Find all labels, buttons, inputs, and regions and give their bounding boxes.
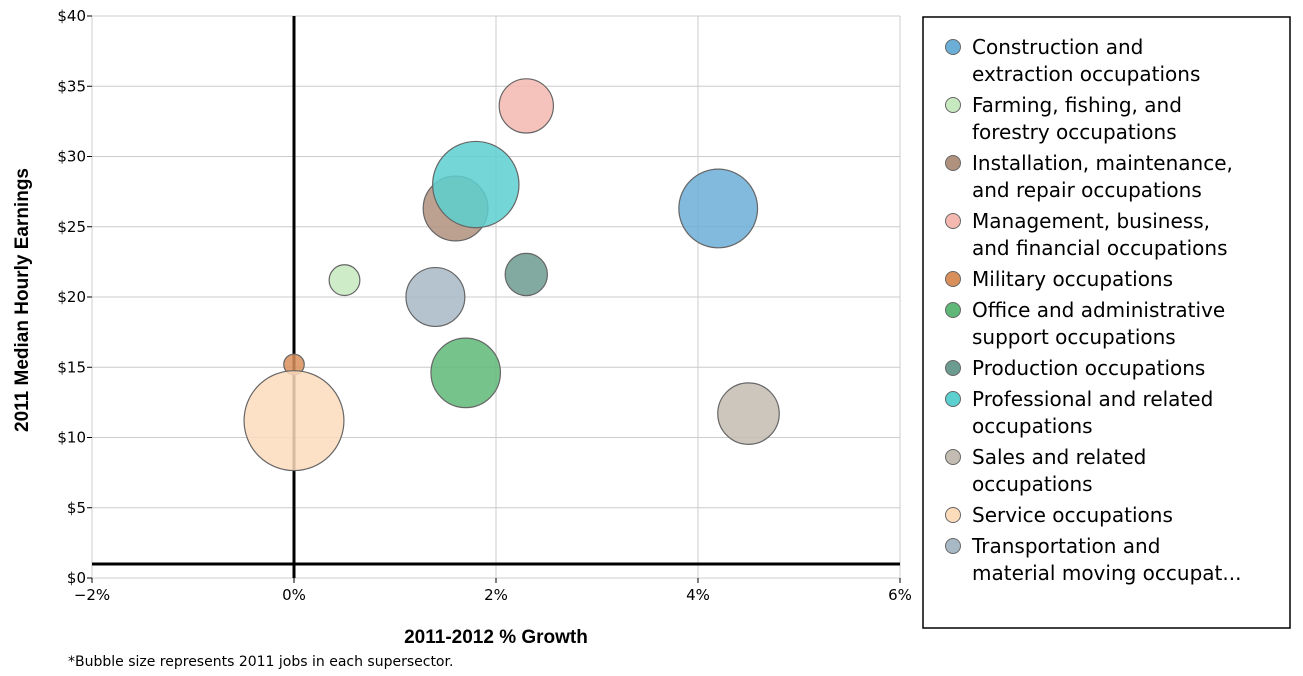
legend-label: Farming, fishing, and (972, 93, 1182, 117)
legend-label: Installation, maintenance, (972, 151, 1233, 175)
legend-swatch (945, 39, 961, 55)
legend-swatch (945, 155, 961, 171)
x-axis-title: 2011-2012 % Growth (404, 627, 588, 648)
y-tick-label: $30 (57, 148, 86, 166)
x-tick-label: 4% (686, 586, 710, 604)
legend-label: Service occupations (972, 503, 1173, 527)
legend-swatch (945, 213, 961, 229)
bubble-point[interactable] (717, 382, 780, 445)
legend-label: Professional and related (972, 387, 1213, 411)
bubble-point[interactable] (430, 337, 502, 409)
bubble-point[interactable] (498, 78, 555, 134)
x-tick-label: 6% (888, 586, 912, 604)
y-axis-title: 2011 Median Hourly Earnings (12, 168, 33, 432)
x-tick-label: 0% (282, 586, 306, 604)
legend-label: forestry occupations (972, 120, 1177, 144)
y-tick-label: $40 (57, 7, 86, 25)
legend-label: Sales and related (972, 445, 1146, 469)
legend-label: occupations (972, 472, 1093, 496)
bubble-point[interactable] (504, 252, 549, 297)
legend-swatch (945, 538, 961, 554)
bubble-point[interactable] (678, 168, 759, 249)
y-tick-label: $15 (57, 358, 86, 376)
legend-label: and repair occupations (972, 178, 1202, 202)
legend-label: Construction and (972, 35, 1143, 59)
y-tick-label: $20 (57, 288, 86, 306)
x-axis-ticks: −2% 0% 2% 4% 6% (74, 578, 912, 604)
legend-label: support occupations (972, 325, 1176, 349)
legend-box (922, 16, 1291, 629)
bubble-point[interactable] (328, 264, 361, 297)
bubble-point[interactable] (243, 370, 345, 472)
legend-swatch (945, 507, 961, 523)
legend-label: Management, business, (972, 209, 1210, 233)
legend-label: Military occupations (972, 267, 1173, 291)
y-tick-label: $35 (57, 77, 86, 95)
y-axis-ticks: $0 $5 $10 $15 $20 $25 $30 $35 $40 (57, 7, 92, 587)
bubbles (243, 78, 780, 472)
legend-label: Transportation and (971, 534, 1160, 558)
x-tick-label: 2% (484, 586, 508, 604)
legend-label: and financial occupations (972, 236, 1228, 260)
legend: Construction and extraction occupations Fa… (945, 35, 1241, 585)
y-tick-label: $25 (57, 218, 86, 236)
legend-swatch (945, 302, 961, 318)
gridlines (91, 15, 901, 579)
legend-label: Production occupations (972, 356, 1205, 380)
reference-lines (92, 16, 900, 578)
legend-swatch (945, 391, 961, 407)
y-tick-label: $0 (67, 569, 86, 587)
bubble-point[interactable] (432, 140, 520, 229)
legend-label: Office and administrative (972, 298, 1225, 322)
legend-swatch (945, 97, 961, 113)
bubble-point[interactable] (405, 266, 466, 328)
legend-swatch (945, 449, 961, 465)
bubble-size-note: *Bubble size represents 2011 jobs in eac… (68, 654, 453, 670)
legend-label: occupations (972, 414, 1093, 438)
x-tick-label: −2% (74, 586, 110, 604)
y-tick-label: $5 (67, 499, 86, 517)
legend-swatch (945, 271, 961, 287)
y-tick-label: $10 (57, 429, 86, 447)
legend-label: material moving occupat... (972, 561, 1241, 585)
legend-label: extraction occupations (972, 62, 1200, 86)
legend-swatch (945, 360, 961, 376)
